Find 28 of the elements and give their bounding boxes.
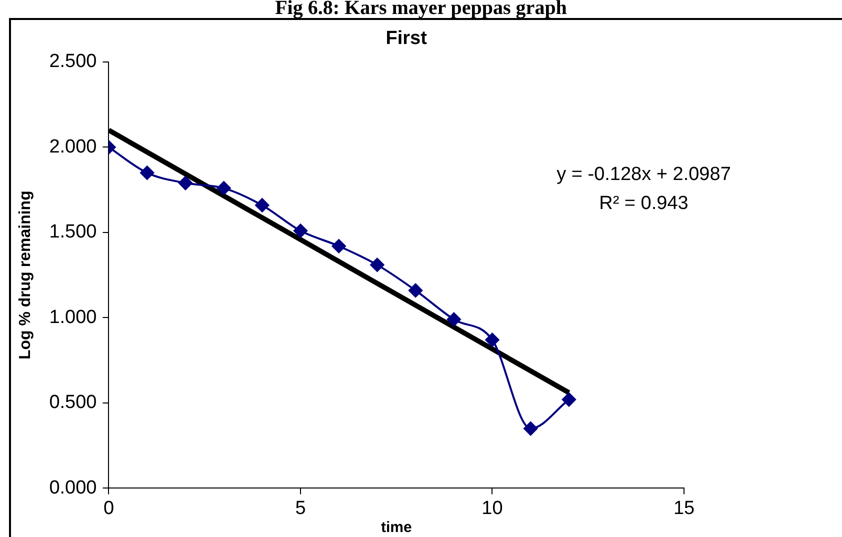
x-tick-label: 10 [482, 498, 503, 519]
point [216, 181, 231, 196]
chart-title: Fig 6.8: Kars mayer peppas graph [275, 0, 567, 19]
y-tick-label: 0.000 [49, 477, 97, 498]
chart-subtitle: First [386, 28, 428, 49]
point [140, 166, 154, 180]
point [485, 332, 500, 347]
point [408, 283, 423, 298]
y-tick-label: 1.000 [49, 306, 97, 328]
x-tick-label: 5 [295, 498, 306, 519]
y-tick-label: 2.000 [49, 136, 97, 158]
annotation: y = -0.128x + 2.0987 [556, 164, 731, 185]
point [255, 198, 270, 212]
annotation: R² = 0.943 [599, 193, 688, 214]
y-tick-label: 1.500 [49, 222, 97, 243]
y-tick-label: 2.500 [49, 51, 97, 72]
x-tick-label: 0 [103, 498, 114, 519]
y-tick-label: 0.500 [49, 392, 97, 414]
x-axis-title: time [380, 519, 412, 536]
point [446, 312, 461, 326]
point [370, 258, 384, 272]
y-axis-title: Log % drug remaining [17, 190, 34, 360]
point [178, 176, 192, 190]
point [562, 392, 576, 407]
x-tick-label: 15 [673, 498, 695, 519]
point [294, 224, 308, 238]
point [524, 422, 538, 436]
point [332, 239, 346, 254]
